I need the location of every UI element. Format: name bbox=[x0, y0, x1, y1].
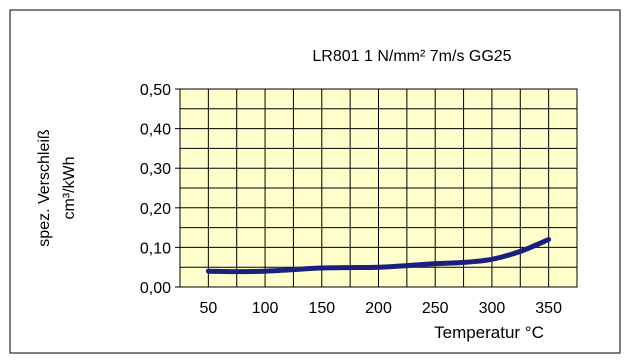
chart-title: LR801 1 N/mm² 7m/s GG25 bbox=[312, 48, 511, 65]
x-tick-label: 350 bbox=[535, 300, 562, 317]
x-axis-label: Temperatur °C bbox=[434, 323, 544, 342]
y-tick-label: 0,20 bbox=[140, 201, 171, 218]
grid-lines bbox=[180, 89, 577, 287]
y-axis-label-line2: cm³/kWh bbox=[61, 156, 78, 219]
series-layer bbox=[205, 237, 552, 275]
x-tick-label: 100 bbox=[252, 300, 279, 317]
series-line bbox=[205, 237, 552, 275]
x-tick-label: 150 bbox=[308, 300, 335, 317]
x-tick-label: 250 bbox=[422, 300, 449, 317]
y-tick-label: 0,00 bbox=[140, 280, 171, 297]
x-tick-label: 200 bbox=[365, 300, 392, 317]
plot-frame bbox=[179, 88, 578, 288]
y-tick-label: 0,40 bbox=[140, 122, 171, 139]
y-tick-label: 0,30 bbox=[140, 161, 171, 178]
y-tick-label: 0,10 bbox=[140, 240, 171, 257]
x-tick-label: 50 bbox=[199, 300, 217, 317]
x-tick-label: 300 bbox=[479, 300, 506, 317]
y-tick-label: 0,50 bbox=[140, 82, 171, 99]
tick-labels: 0,00 0,10 0,20 0,30 0,40 0,50 50 100 150 200 250 30… bbox=[140, 82, 562, 317]
y-axis-label-line1: spez. Verschleiß bbox=[36, 129, 53, 247]
axes bbox=[179, 88, 578, 288]
